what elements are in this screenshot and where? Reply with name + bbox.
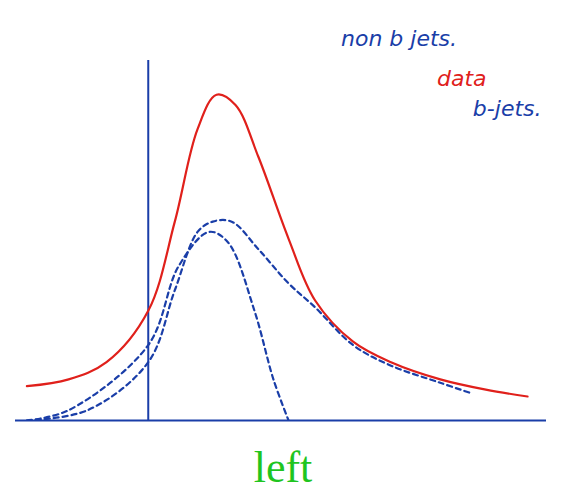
svg-text:b-jets.: b-jets.	[473, 96, 542, 121]
svg-text:non b jets.: non b jets.	[341, 26, 457, 51]
html-text:left: left	[253, 443, 313, 492]
svg-text:data: data	[437, 66, 487, 91]
